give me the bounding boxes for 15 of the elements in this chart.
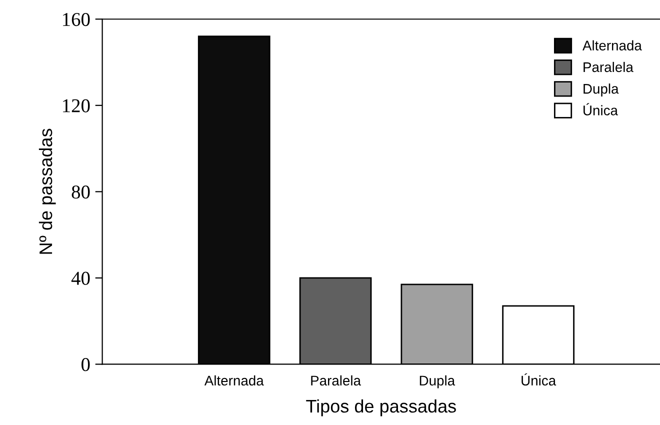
y-tick-label: 160 bbox=[63, 12, 90, 26]
y-tick-label: 120 bbox=[63, 99, 90, 112]
y-tick-label: 0 bbox=[82, 358, 90, 372]
legend-label: Paralela bbox=[584, 62, 634, 72]
legend-label: Alternada bbox=[582, 40, 642, 50]
x-tick-label: Alternada bbox=[204, 375, 264, 386]
y-tick-label: 80 bbox=[72, 185, 90, 199]
legend-label: Única bbox=[584, 103, 618, 116]
x-tick-label: Dupla bbox=[420, 375, 456, 388]
x-tick-label: Única bbox=[522, 373, 556, 386]
y-tick-label: 40 bbox=[71, 272, 90, 285]
y-axis-title: Nº de passadas bbox=[38, 128, 56, 254]
x-tick-label: Paralela bbox=[311, 375, 361, 386]
legend-label: Dupla bbox=[584, 84, 619, 96]
x-axis-title: Tipos de passadas bbox=[306, 399, 456, 416]
